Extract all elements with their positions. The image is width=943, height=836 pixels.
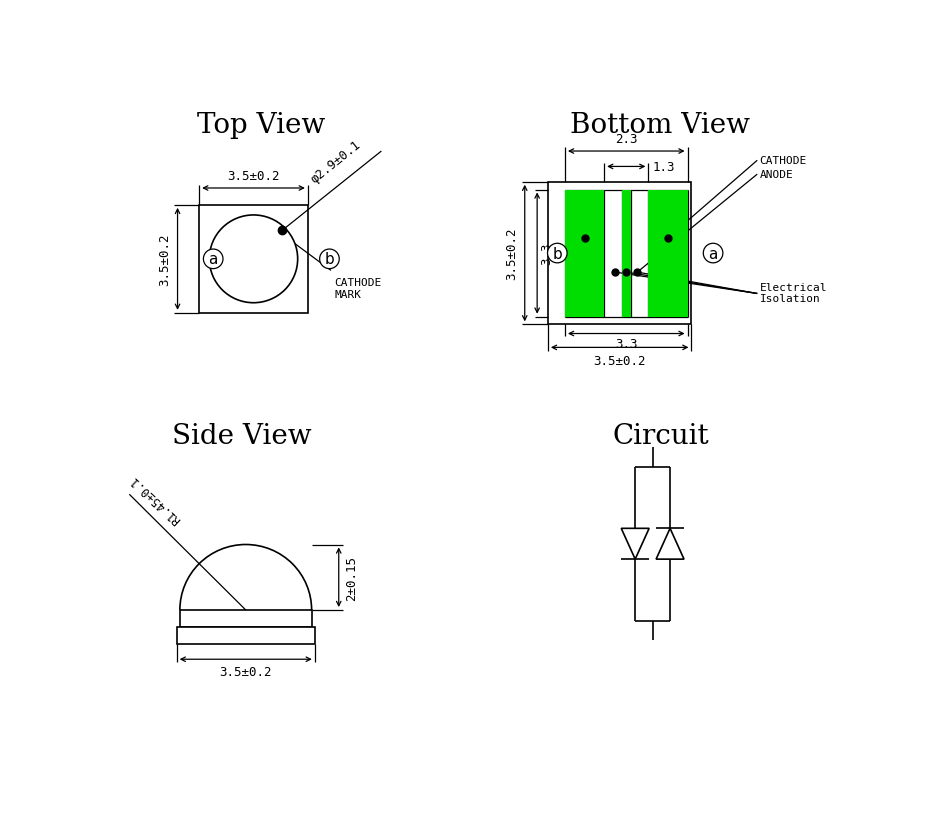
Bar: [176, 627, 315, 644]
Bar: [621, 191, 631, 317]
Text: 3.3: 3.3: [540, 242, 554, 265]
Text: Side View: Side View: [172, 423, 312, 450]
Text: R1.45±0.1: R1.45±0.1: [127, 472, 183, 526]
Circle shape: [209, 216, 298, 303]
Text: 3.3: 3.3: [615, 338, 637, 351]
Text: 3.5±0.2: 3.5±0.2: [220, 665, 272, 679]
Text: b: b: [553, 247, 562, 261]
Bar: [649, 191, 687, 317]
Text: 1.3: 1.3: [653, 161, 674, 174]
Bar: [565, 191, 604, 317]
Text: Isolation: Isolation: [759, 293, 820, 303]
Text: φ2.9±0.1: φ2.9±0.1: [308, 138, 363, 186]
Text: ANODE: ANODE: [759, 170, 793, 180]
Bar: [199, 206, 307, 314]
Bar: [548, 182, 691, 325]
Text: Circuit: Circuit: [612, 423, 709, 450]
Text: CATHODE: CATHODE: [759, 156, 807, 166]
Text: Electrical: Electrical: [759, 283, 827, 293]
Text: a: a: [708, 247, 718, 261]
Text: 2±0.15: 2±0.15: [345, 555, 358, 600]
Text: Bottom View: Bottom View: [571, 111, 751, 139]
Text: 3.5±0.2: 3.5±0.2: [227, 170, 280, 182]
Text: 3.5±0.2: 3.5±0.2: [593, 354, 646, 367]
Text: 2.3: 2.3: [615, 133, 637, 145]
Text: 3.5±0.2: 3.5±0.2: [505, 227, 519, 280]
Text: a: a: [208, 252, 218, 267]
Bar: [180, 610, 311, 627]
Text: Top View: Top View: [197, 111, 325, 139]
Text: 3.5±0.2: 3.5±0.2: [158, 233, 172, 286]
Text: MARK: MARK: [334, 289, 361, 299]
Text: CATHODE: CATHODE: [334, 278, 381, 288]
Text: b: b: [324, 252, 335, 267]
